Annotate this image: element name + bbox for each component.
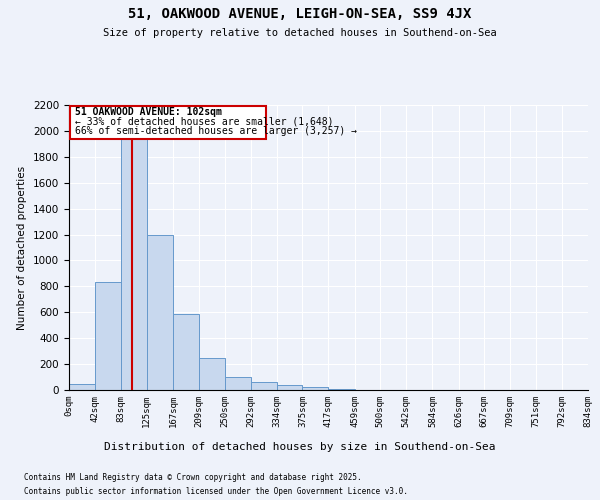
Y-axis label: Number of detached properties: Number of detached properties (17, 166, 28, 330)
Text: Contains HM Land Registry data © Crown copyright and database right 2025.: Contains HM Land Registry data © Crown c… (24, 472, 362, 482)
Bar (329, 389, 355, 390)
Bar (147, 234, 173, 390)
Text: Size of property relative to detached houses in Southend-on-Sea: Size of property relative to detached ho… (103, 28, 497, 38)
Bar (121, 138, 147, 390)
Bar (224, 377, 251, 390)
Text: ← 33% of detached houses are smaller (1,648): ← 33% of detached houses are smaller (1,… (75, 116, 334, 126)
Text: Contains public sector information licensed under the Open Government Licence v3: Contains public sector information licen… (24, 488, 408, 496)
Bar (277, 386, 302, 390)
Bar (199, 358, 224, 390)
Text: 66% of semi-detached houses are larger (3,257) →: 66% of semi-detached houses are larger (… (75, 126, 357, 136)
FancyBboxPatch shape (70, 106, 266, 138)
Bar (173, 314, 199, 390)
Bar (69, 384, 95, 390)
Bar (95, 282, 121, 390)
Bar (302, 388, 329, 390)
Bar (251, 382, 277, 390)
Text: 51 OAKWOOD AVENUE: 102sqm: 51 OAKWOOD AVENUE: 102sqm (75, 107, 222, 117)
Text: 51, OAKWOOD AVENUE, LEIGH-ON-SEA, SS9 4JX: 51, OAKWOOD AVENUE, LEIGH-ON-SEA, SS9 4J… (128, 8, 472, 22)
Text: Distribution of detached houses by size in Southend-on-Sea: Distribution of detached houses by size … (104, 442, 496, 452)
